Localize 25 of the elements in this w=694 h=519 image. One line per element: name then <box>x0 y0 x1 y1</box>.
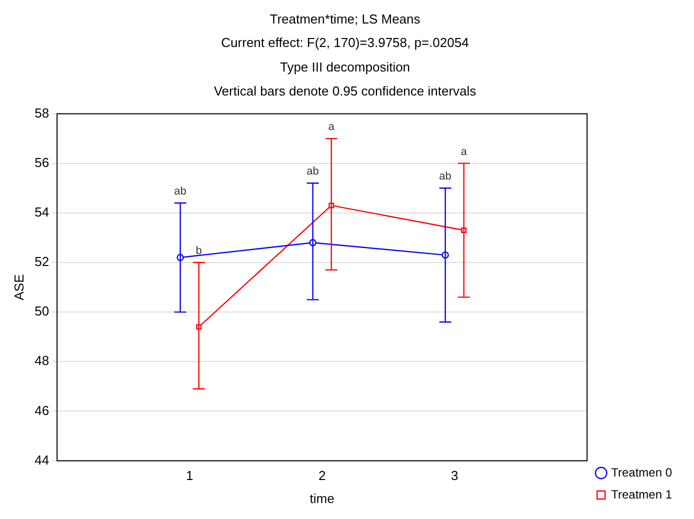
x-axis-title: time <box>310 490 334 506</box>
y-axis-title: ASE <box>11 274 26 300</box>
text: Type III decomposition <box>280 59 410 74</box>
annotation: a <box>460 146 468 158</box>
x-tick-label: 2 <box>318 468 326 484</box>
annotation: b <box>196 245 202 258</box>
y-tick-label: 54 <box>34 204 50 220</box>
legend-label: Treatmen 0 <box>611 465 672 480</box>
annotation: ab <box>174 186 186 198</box>
y-tick-label: 52 <box>34 254 50 270</box>
x-tick-label: 3 <box>450 468 458 484</box>
chart-title: Treatmen*time; LS Means <box>270 11 421 26</box>
x-tick-label: 1 <box>186 468 194 484</box>
chart-subtitle: Current effect: F(2, 170)=3.9758, p=.02054 <box>221 35 469 50</box>
y-tick-label: 48 <box>34 353 50 368</box>
text: Vertical bars denote 0.95 confidence intervals <box>214 83 477 98</box>
annotation: ab <box>439 170 452 183</box>
legend-label: Treatmen 1 <box>611 487 672 502</box>
y-tick-label: 58 <box>34 105 50 120</box>
y-tick-label: 50 <box>34 304 50 319</box>
y-tick-label: 56 <box>34 154 50 170</box>
y-tick-label: 44 <box>34 452 50 468</box>
y-tick-label: 46 <box>34 402 50 418</box>
annotation: a <box>328 121 336 134</box>
annotation: ab <box>306 166 319 178</box>
